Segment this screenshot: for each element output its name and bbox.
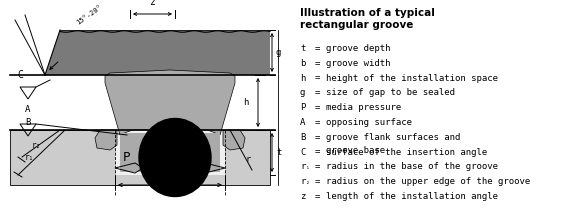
Text: =: = <box>315 103 320 112</box>
Text: z: z <box>300 192 306 201</box>
Polygon shape <box>10 130 270 185</box>
Text: C: C <box>17 70 23 80</box>
Text: =: = <box>315 74 320 82</box>
Polygon shape <box>105 70 235 135</box>
Text: groove depth: groove depth <box>326 44 390 53</box>
Text: ₁: ₁ <box>306 165 310 170</box>
Text: height of the installation space: height of the installation space <box>326 74 498 82</box>
Text: r: r <box>246 155 250 164</box>
Polygon shape <box>223 130 245 150</box>
Text: opposing surface: opposing surface <box>326 118 412 127</box>
Text: B: B <box>300 133 306 142</box>
Text: radius in the base of the groove: radius in the base of the groove <box>326 162 498 171</box>
Polygon shape <box>115 130 225 175</box>
Text: A: A <box>300 118 306 127</box>
Text: 15°-20°: 15°-20° <box>75 4 103 26</box>
Text: A: A <box>25 105 31 114</box>
Text: h: h <box>300 74 306 82</box>
Text: groove base: groove base <box>326 146 385 155</box>
Text: h: h <box>243 98 249 107</box>
Text: t: t <box>300 44 306 53</box>
Text: =: = <box>315 177 320 186</box>
Text: =: = <box>315 118 320 127</box>
Text: C: C <box>300 148 306 157</box>
Text: groove flank surfaces and: groove flank surfaces and <box>326 133 461 142</box>
Text: surface of the insertion angle: surface of the insertion angle <box>326 148 487 157</box>
Text: size of gap to be sealed: size of gap to be sealed <box>326 88 455 97</box>
Text: =: = <box>315 192 320 201</box>
Text: b: b <box>167 186 173 196</box>
Polygon shape <box>45 30 270 75</box>
Text: radius on the upper edge of the groove: radius on the upper edge of the groove <box>326 177 530 186</box>
Text: P: P <box>123 151 131 164</box>
Text: =: = <box>315 44 320 53</box>
Ellipse shape <box>139 119 211 196</box>
Text: r₁: r₁ <box>25 153 34 162</box>
Polygon shape <box>120 133 220 172</box>
Text: =: = <box>315 88 320 97</box>
Text: B: B <box>185 165 190 174</box>
Text: z: z <box>149 0 156 7</box>
Polygon shape <box>95 130 117 150</box>
Text: =: = <box>315 148 320 157</box>
Text: =: = <box>315 162 320 171</box>
Text: P: P <box>300 103 306 112</box>
Text: ₂: ₂ <box>306 180 310 185</box>
Text: =: = <box>315 133 320 142</box>
Text: length of the installation angle: length of the installation angle <box>326 192 498 201</box>
Text: r: r <box>300 177 306 186</box>
Text: g: g <box>276 48 282 57</box>
Text: =: = <box>315 59 320 68</box>
Text: g: g <box>300 88 306 97</box>
Text: t: t <box>276 148 282 157</box>
Text: r: r <box>300 162 306 171</box>
Text: media pressure: media pressure <box>326 103 401 112</box>
Text: B: B <box>145 165 149 174</box>
Text: r₂: r₂ <box>32 141 41 150</box>
Text: groove width: groove width <box>326 59 390 68</box>
Text: Illustration of a typical
rectangular groove: Illustration of a typical rectangular gr… <box>300 8 435 30</box>
Text: B: B <box>25 118 31 127</box>
Text: b: b <box>300 59 306 68</box>
